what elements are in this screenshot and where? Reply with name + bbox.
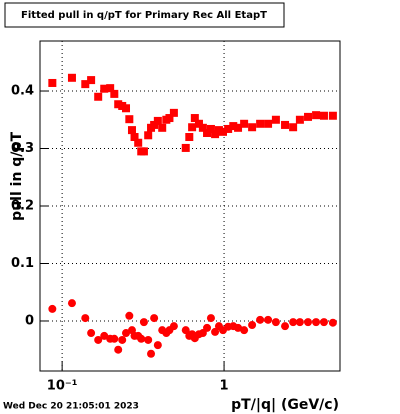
y-axis-label: pull in q/pT	[9, 132, 25, 221]
x-axis-label: pT/|q| (GeV/c)	[231, 397, 339, 413]
marker	[110, 89, 119, 98]
marker	[48, 78, 57, 87]
marker	[144, 131, 153, 140]
marker	[190, 114, 199, 123]
marker	[281, 120, 290, 129]
marker	[328, 318, 337, 327]
marker	[181, 326, 190, 335]
marker	[81, 314, 90, 323]
marker	[214, 126, 223, 135]
marker	[185, 133, 194, 142]
marker	[188, 123, 197, 132]
y-tick-label: 0.3	[11, 141, 34, 156]
marker	[224, 124, 233, 133]
marker	[248, 123, 257, 132]
marker	[211, 130, 220, 139]
marker	[165, 114, 174, 123]
marker	[240, 119, 249, 128]
marker	[118, 335, 127, 344]
marker	[256, 315, 265, 324]
marker	[139, 318, 148, 327]
marker	[130, 133, 139, 142]
marker	[67, 73, 76, 82]
marker	[150, 314, 159, 323]
marker	[203, 128, 212, 137]
marker	[169, 322, 178, 331]
marker	[169, 108, 178, 117]
marker	[198, 123, 207, 132]
y-tick-label: 0	[25, 313, 34, 328]
marker	[106, 84, 115, 93]
marker	[81, 80, 90, 89]
y-tick-label: 0.2	[11, 199, 34, 214]
marker	[271, 115, 280, 124]
marker	[110, 334, 119, 343]
marker	[234, 323, 243, 332]
marker	[289, 318, 298, 327]
marker	[240, 326, 249, 335]
marker	[289, 123, 298, 132]
footer: Wed Dec 20 21:05:01 2023	[3, 402, 139, 412]
marker	[114, 345, 123, 354]
marker	[147, 349, 156, 358]
marker	[125, 115, 134, 124]
marker	[304, 112, 313, 121]
marker	[153, 341, 162, 350]
marker	[125, 311, 134, 320]
y-tick-label: 0.4	[11, 84, 34, 99]
marker	[100, 84, 109, 93]
marker	[295, 115, 304, 124]
marker	[312, 318, 321, 327]
y-tick-label: 0.1	[11, 256, 34, 271]
x-tick-label: 1	[220, 379, 229, 394]
marker	[153, 116, 162, 125]
marker	[312, 111, 321, 120]
marker	[194, 119, 203, 128]
marker	[122, 104, 131, 113]
marker	[94, 335, 103, 344]
marker	[229, 122, 238, 131]
x-tick-label: 10⁻¹	[47, 379, 78, 394]
marker	[304, 318, 313, 327]
marker	[271, 318, 280, 327]
marker	[100, 331, 109, 340]
marker	[134, 138, 143, 147]
marker	[114, 100, 123, 109]
marker	[206, 314, 215, 323]
marker	[144, 335, 153, 344]
marker	[94, 92, 103, 101]
marker	[295, 318, 304, 327]
marker	[122, 329, 131, 338]
marker	[181, 143, 190, 152]
marker	[234, 123, 243, 132]
title-box	[4, 2, 285, 28]
marker	[67, 299, 76, 308]
marker	[127, 126, 136, 135]
marker	[319, 318, 328, 327]
marker	[137, 334, 146, 343]
marker	[328, 111, 337, 120]
chart-title: Fitted pull in q/pT for Primary Rec All …	[21, 10, 267, 21]
marker	[150, 120, 159, 129]
marker	[211, 327, 220, 336]
marker	[48, 304, 57, 313]
marker	[264, 119, 273, 128]
marker	[87, 76, 96, 85]
marker	[87, 329, 96, 338]
marker	[218, 127, 227, 136]
marker	[203, 323, 212, 332]
marker	[256, 119, 265, 128]
marker	[264, 315, 273, 324]
marker	[158, 123, 167, 132]
marker	[139, 147, 148, 156]
marker	[319, 111, 328, 120]
marker	[248, 321, 257, 330]
marker	[206, 124, 215, 133]
marker	[281, 322, 290, 331]
